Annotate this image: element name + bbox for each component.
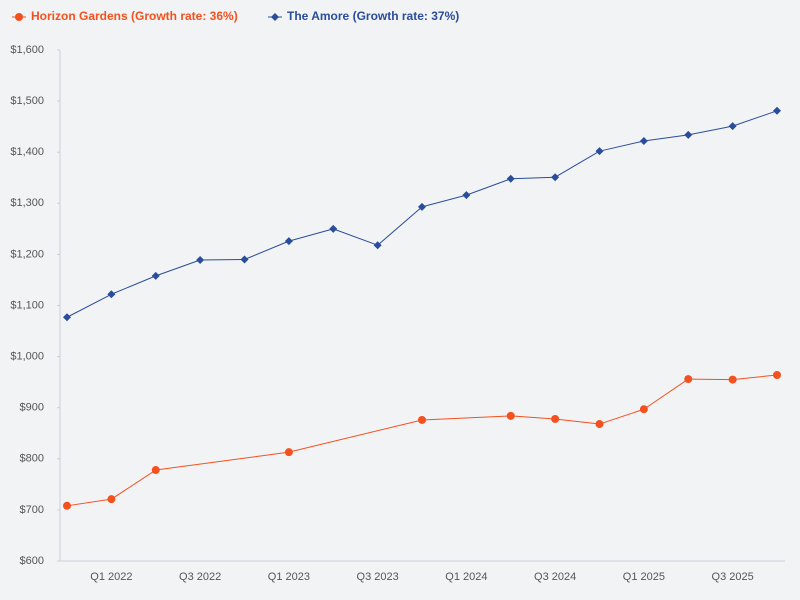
y-tick-label: $1,600 (10, 44, 44, 56)
line-segment (66, 293, 112, 318)
point (462, 191, 471, 200)
line-segment (599, 408, 645, 425)
x-tick-label: Q3 2025 (712, 571, 754, 583)
point (107, 495, 116, 504)
line-segment (510, 415, 556, 420)
point (506, 174, 515, 183)
point (418, 415, 426, 424)
point (773, 370, 781, 379)
point (639, 405, 648, 414)
line-segment (555, 418, 600, 425)
line-segment (200, 259, 245, 261)
y-tick-label: $700 (20, 504, 44, 516)
line-segment (155, 259, 201, 277)
y-tick-label: $800 (20, 453, 44, 465)
point (329, 224, 338, 233)
line-segment (288, 419, 423, 453)
line-segment (244, 240, 290, 260)
x-tick-label: Q1 2024 (445, 571, 487, 583)
y-tick-label: $1,300 (10, 197, 44, 209)
point (418, 202, 426, 211)
y-tick-label: $1,100 (10, 299, 44, 311)
line-segment (111, 469, 157, 500)
point (639, 136, 648, 145)
point (63, 501, 71, 510)
x-tick-label: Q1 2023 (268, 571, 310, 583)
point (684, 375, 693, 384)
line-segment (732, 110, 778, 127)
point (595, 420, 604, 429)
point (373, 241, 382, 250)
x-tick-label: Q3 2023 (357, 571, 399, 583)
point (728, 122, 737, 131)
point (151, 466, 160, 475)
legend-marker (15, 13, 23, 21)
y-tick-label: $1,200 (10, 248, 44, 260)
legend-marker (271, 13, 279, 21)
point (551, 173, 560, 182)
line-segment (732, 374, 778, 381)
line-segment (643, 378, 689, 410)
y-tick-label: $1,500 (10, 95, 44, 107)
x-tick-label: Q1 2025 (623, 571, 665, 583)
point (63, 313, 71, 322)
line-segment (111, 275, 156, 295)
line-segment (421, 194, 467, 208)
legend-label: The Amore (Growth rate: 37%) (287, 9, 459, 23)
y-tick-label: $1,000 (10, 351, 44, 363)
point (284, 448, 293, 457)
x-tick-label: Q3 2024 (534, 571, 576, 583)
point (240, 255, 249, 264)
legend-item: Horizon Gardens (Growth rate: 36%) (12, 9, 238, 23)
point (506, 411, 515, 420)
y-tick-label: $1,400 (10, 146, 44, 158)
point (773, 106, 781, 115)
line-segment (66, 498, 112, 507)
x-tick-label: Q1 2022 (90, 571, 132, 583)
point (595, 147, 604, 156)
line-segment (510, 176, 556, 180)
point (684, 130, 693, 139)
point (151, 271, 160, 280)
line-segment (333, 228, 378, 246)
y-tick-label: $600 (20, 555, 44, 567)
line-segment (155, 451, 289, 471)
point (107, 290, 116, 299)
y-tick-label: $900 (20, 402, 44, 414)
line-segment (599, 140, 644, 152)
line-segment (421, 415, 511, 421)
line-segment (554, 150, 600, 178)
line-segment (377, 206, 423, 246)
legend-item: The Amore (Growth rate: 37%) (268, 9, 459, 23)
legend-label: Horizon Gardens (Growth rate: 36%) (31, 9, 238, 23)
line-segment (688, 378, 733, 381)
line-segment (288, 228, 334, 242)
point (284, 237, 293, 246)
line-segment (466, 178, 511, 196)
line-segment (688, 125, 733, 136)
x-tick-label: Q3 2022 (179, 571, 221, 583)
point (728, 375, 737, 384)
line-segment (643, 134, 689, 142)
point (196, 256, 205, 265)
point (551, 414, 560, 423)
